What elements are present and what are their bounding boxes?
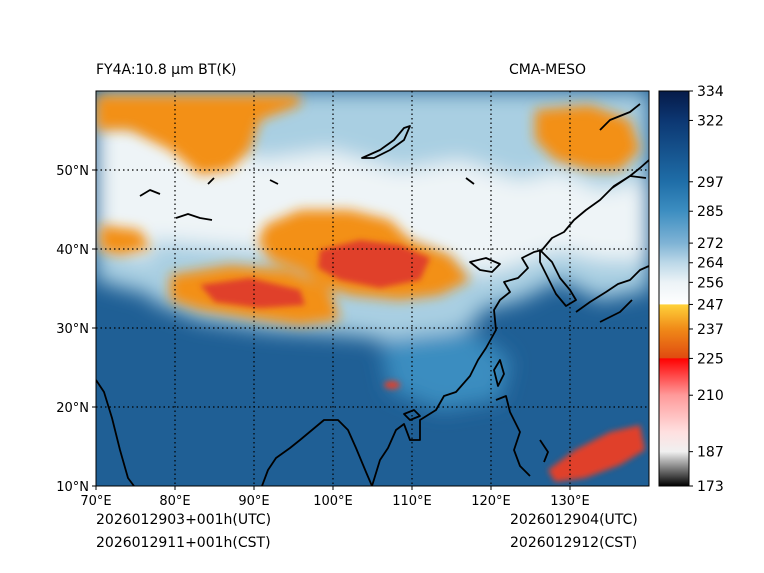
map-title: FY4A:10.8 µm BT(K) xyxy=(96,62,237,78)
colorbar-gradient xyxy=(659,91,689,486)
colorbar-frame xyxy=(658,90,690,487)
colorbar-label-173: 173 xyxy=(697,479,724,495)
lon-tick-label-100: 100°E xyxy=(313,494,353,509)
lon-tick-label-130: 130°E xyxy=(550,494,590,509)
india-east-coastline xyxy=(261,419,373,486)
lat-tick-label-20: 20°N xyxy=(56,401,89,416)
colorbar-label-237: 237 xyxy=(697,322,724,338)
colorbar-label-210: 210 xyxy=(697,388,724,404)
colorbar-label-285: 285 xyxy=(697,204,724,220)
colorbar-label-187: 187 xyxy=(697,445,724,461)
colorbar-label-247: 247 xyxy=(697,297,724,313)
forecast-time-cst: 2026012911+001h(CST) xyxy=(96,535,271,551)
colorbar-label-272: 272 xyxy=(697,236,724,252)
colorbar-label-334: 334 xyxy=(697,84,724,100)
cloud-northeast xyxy=(535,105,640,170)
convective-cells-philippine-sea xyxy=(548,425,645,482)
lon-tick-label-110: 110°E xyxy=(392,494,432,509)
observation-time-cst: 2026012912(CST) xyxy=(510,535,638,551)
coastlines-and-lakes xyxy=(96,103,649,486)
lat-tick-label-50: 50°N xyxy=(56,164,89,179)
axis-ticks: 70°E 80°E 90°E 100°E 110°E 120°E 130°E 10°N 20°N… xyxy=(56,164,590,509)
lat-tick-label-30: 30°N xyxy=(56,322,89,337)
asia-south-coastline xyxy=(96,379,135,486)
brightness-temperature-image xyxy=(96,91,649,486)
bohai-gulf-outline xyxy=(469,257,501,273)
philippines-islands xyxy=(495,395,549,477)
cloud-northwest xyxy=(96,95,300,175)
lon-tick-label-70: 70°E xyxy=(80,494,111,509)
colorbar-label-297: 297 xyxy=(697,175,724,191)
caspian-lake-fragments xyxy=(139,177,475,197)
forecast-time-utc: 2026012903+001h(UTC) xyxy=(96,512,272,528)
colorbar-label-322: 322 xyxy=(697,113,724,129)
observation-time-utc: 2026012904(UTC) xyxy=(510,512,638,528)
cloud-west-edge xyxy=(100,225,150,255)
model-name: CMA-MESO xyxy=(509,62,587,78)
lake-baikal xyxy=(361,125,411,159)
lon-tick-label-80: 80°E xyxy=(159,494,190,509)
lat-tick-label-10: 10°N xyxy=(56,480,89,495)
taiwan-island xyxy=(493,359,505,387)
sakhalin-coastline xyxy=(599,103,647,189)
korea-coastline xyxy=(539,249,577,307)
convective-cell-bay-of-bengal xyxy=(384,381,400,389)
lat-tick-label-40: 40°N xyxy=(56,243,89,258)
colorbar-label-225: 225 xyxy=(697,351,724,367)
map-frame xyxy=(95,90,650,487)
colorbar-label-264: 264 xyxy=(697,256,724,272)
lon-tick-label-90: 90°E xyxy=(238,494,269,509)
indochina-coastline xyxy=(371,159,649,486)
cold-cloud-cores xyxy=(200,240,645,482)
colorbar-ticks: 334 322 297 285 272 264 256 247 237 225 210 187 173 xyxy=(689,84,724,495)
southeast-field xyxy=(380,330,510,410)
colorbar-label-256: 256 xyxy=(697,275,724,291)
graticule-lines xyxy=(96,91,649,486)
cold-core-tibet xyxy=(200,278,305,308)
colorbar: 334 322 297 285 272 264 256 247 237 225 210 187 173 xyxy=(658,84,724,495)
lake-balkhash xyxy=(175,213,213,221)
hainan-island xyxy=(403,409,421,421)
cold-core-mongolia xyxy=(318,240,430,288)
lon-tick-label-120: 120°E xyxy=(471,494,511,509)
japan-coastline xyxy=(575,265,649,323)
